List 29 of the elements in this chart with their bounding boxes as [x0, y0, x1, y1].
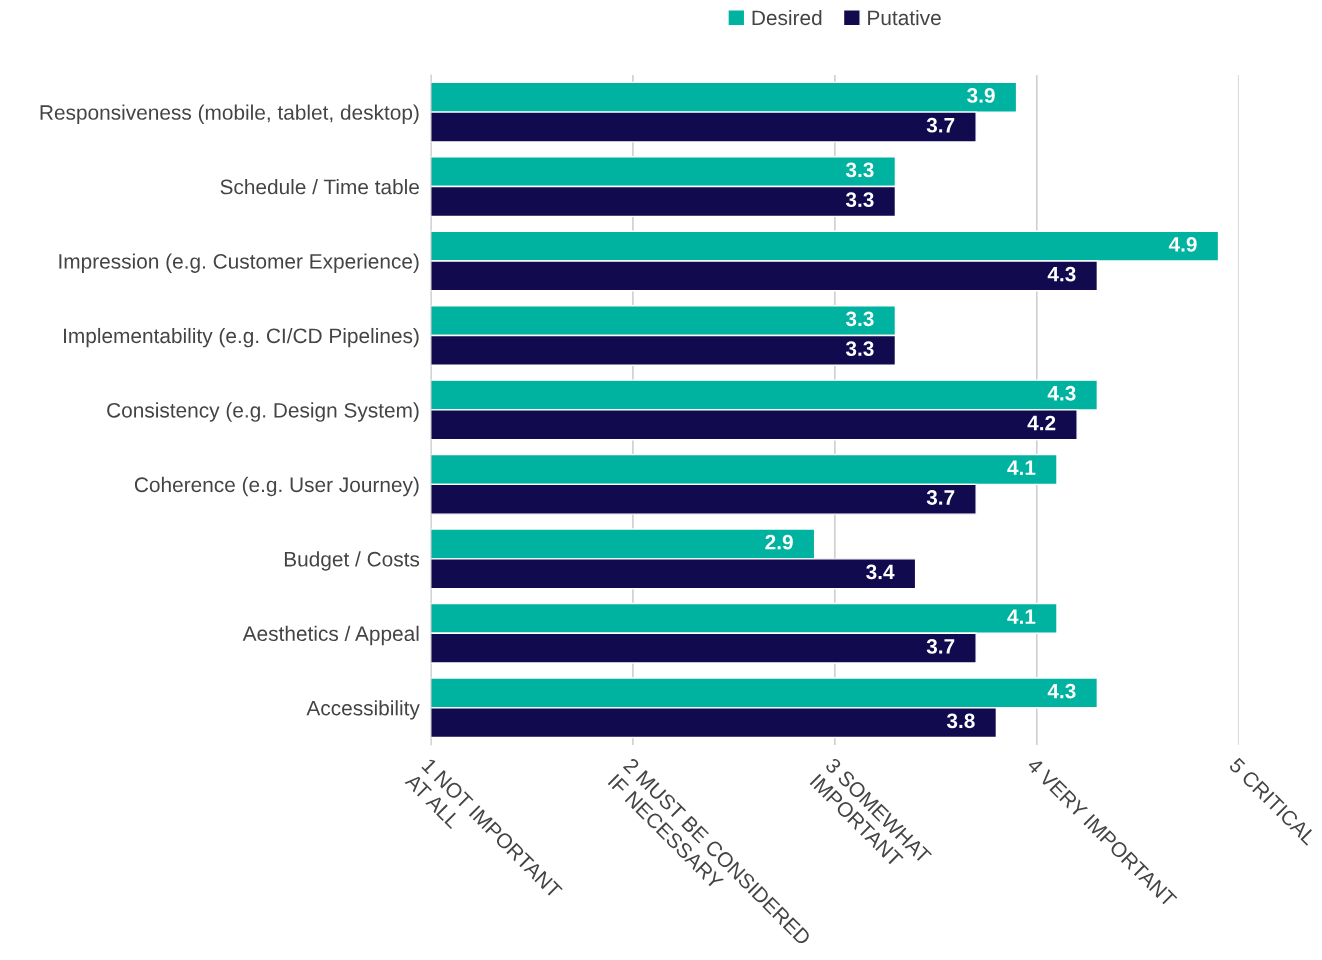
data-label: 4.3: [1047, 385, 1076, 401]
data-label: 3.7: [926, 639, 955, 654]
legend-label: Putative: [868, 9, 941, 26]
y-tick-label: Accessibility: [306, 700, 420, 720]
y-tick-label: Impression (e.g. Customer Experience): [59, 253, 419, 273]
legend-label: Desired: [752, 9, 822, 26]
y-tick-label: Budget / Costs: [284, 551, 420, 571]
data-label: 3.8: [946, 713, 975, 729]
data-label: 3.7: [926, 117, 955, 133]
data-label: 3.3: [845, 341, 874, 356]
data-label: 4.9: [1168, 236, 1197, 252]
data-label: 3.3: [845, 162, 874, 178]
y-tick-label: Consistency (e.g. Design System): [107, 402, 419, 422]
data-label: 4.3: [1047, 266, 1076, 282]
data-label: 4.1: [1007, 460, 1036, 475]
data-label: 3.7: [926, 490, 955, 505]
data-label: 2.9: [765, 534, 793, 550]
data-label: 3.3: [845, 311, 874, 327]
data-label: 3.4: [866, 564, 895, 580]
data-label: 4.3: [1047, 683, 1076, 699]
y-tick-label: Schedule / Time table: [220, 179, 419, 195]
y-tick-label: Coherence (e.g. User Journey): [134, 476, 419, 497]
data-label: 4.1: [1007, 609, 1036, 624]
y-tick-label: Responsiveness (mobile, tablet, desktop): [40, 104, 419, 124]
y-tick-label: Aesthetics / Appeal: [242, 625, 419, 646]
data-label: 3.3: [845, 192, 874, 208]
y-tick-label: Implementability (e.g. CI/CD Pipelines): [64, 327, 419, 348]
data-label: 4.2: [1027, 415, 1056, 431]
data-label: 3.9: [967, 88, 995, 103]
